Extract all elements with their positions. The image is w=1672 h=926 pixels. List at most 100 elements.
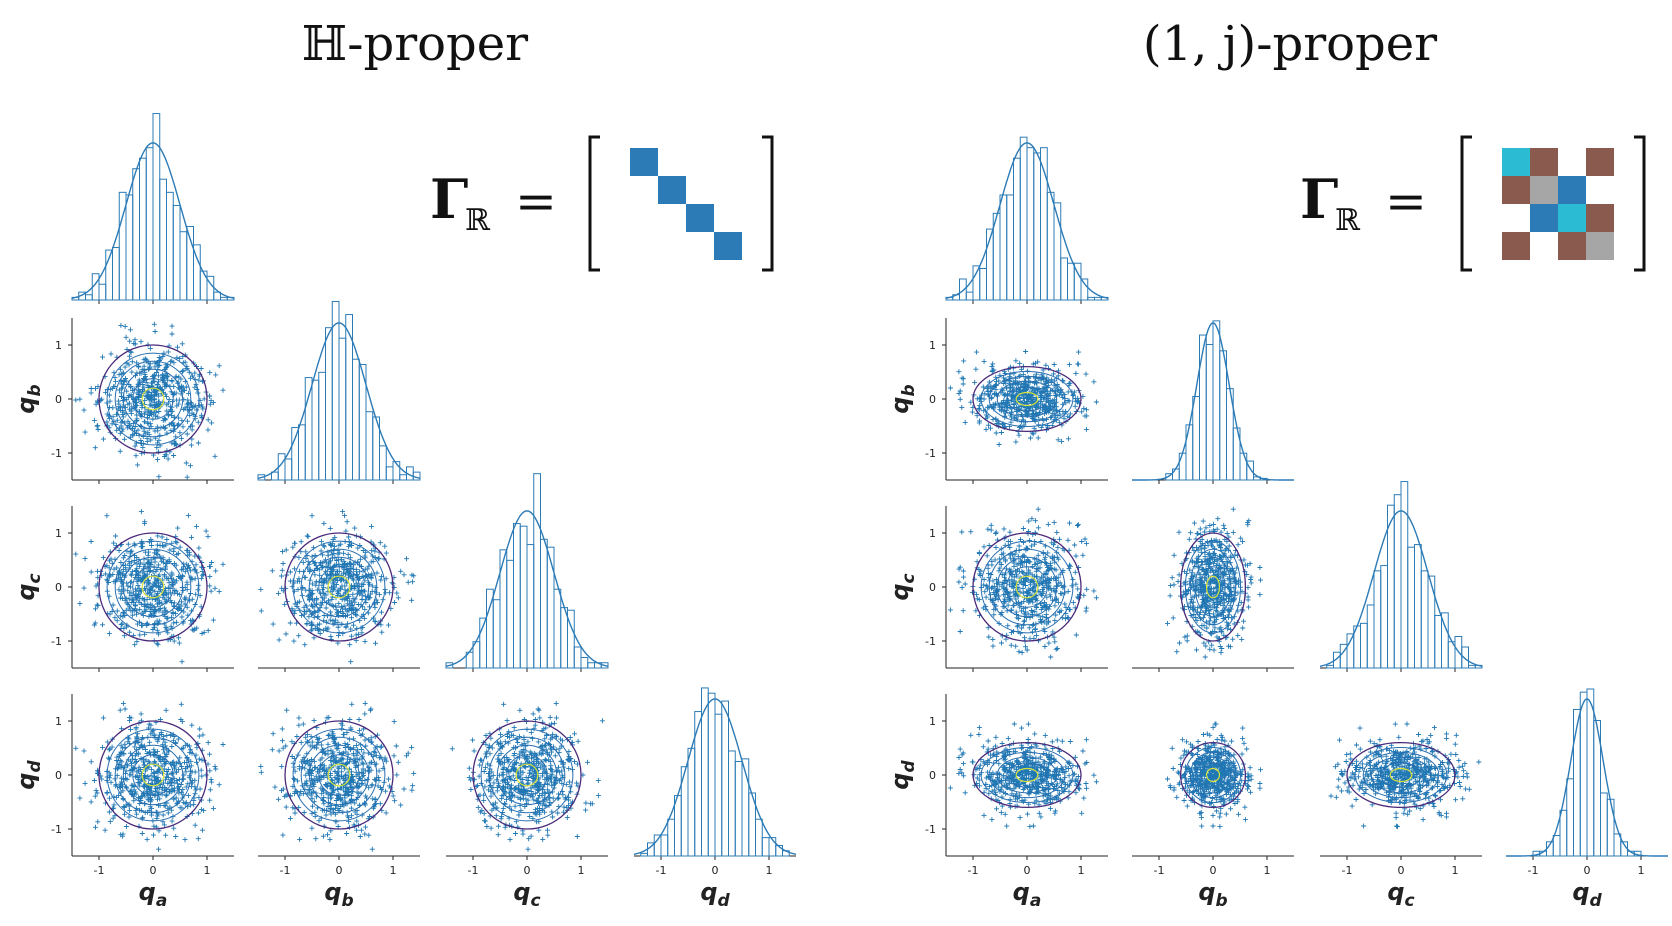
histogram-bar [1586, 688, 1595, 857]
density-contour [132, 754, 174, 796]
histogram-bar [1434, 614, 1442, 669]
matrix-cell [1530, 176, 1558, 204]
histogram-bar [1067, 262, 1075, 301]
histogram-plot [1319, 481, 1483, 672]
density-contour [1006, 566, 1048, 608]
density-contour [506, 754, 548, 796]
histogram-bar [1006, 194, 1014, 301]
histogram-bar [365, 411, 374, 481]
x-tick-label: -1 [280, 864, 291, 877]
density-contour [292, 540, 386, 634]
histogram-bar [284, 458, 293, 481]
histogram-bar [533, 473, 541, 669]
matrix-cell [686, 204, 714, 232]
scatter-plot [258, 509, 420, 672]
x-tick-label: 0 [1024, 864, 1031, 877]
density-contour [972, 741, 1082, 809]
density-curve [945, 142, 1109, 299]
histogram-bar [1080, 278, 1089, 301]
histogram-bar [311, 379, 320, 481]
histogram-bar [1573, 708, 1581, 857]
histogram-bar [965, 291, 974, 301]
density-contour [132, 378, 174, 420]
scatter-points [1328, 721, 1482, 830]
histogram-bar [145, 147, 154, 301]
y-tick-label: 1 [55, 339, 62, 352]
scatter-points [947, 721, 1099, 830]
y-tick-label: 0 [55, 769, 62, 782]
histogram-bar [213, 291, 221, 301]
x-tick-label: -1 [1528, 864, 1539, 877]
histogram-bar [1414, 544, 1422, 669]
density-curve [1132, 322, 1294, 481]
histogram-plot [71, 113, 235, 304]
matrix-cell [1586, 148, 1614, 176]
histogram-bar [1373, 570, 1382, 669]
histogram-bar [1026, 147, 1035, 301]
histogram-bar [1559, 809, 1568, 857]
histogram-bar [132, 168, 140, 301]
density-contour [972, 532, 1082, 642]
density-contour [1200, 566, 1226, 608]
histogram-bar [526, 544, 535, 669]
histogram-bar [152, 113, 161, 301]
histogram-bar [1053, 202, 1062, 301]
histogram-bar [1461, 646, 1469, 669]
histogram-bar [1212, 320, 1221, 481]
histogram-bar [1393, 494, 1402, 669]
histogram-bar [1566, 778, 1574, 857]
x-variable-label: qc [513, 878, 540, 911]
density-curve [445, 510, 609, 667]
x-variable-label: qa [1013, 878, 1042, 911]
matrix-cell [1502, 148, 1530, 176]
x-tick-label: 1 [1452, 864, 1459, 877]
density-contour [988, 751, 1066, 799]
histogram-bar [385, 466, 394, 481]
density-contour [996, 756, 1058, 794]
matrix-cell [1502, 232, 1530, 260]
equals-sign: = [515, 172, 557, 230]
x-variable-label: qc [1387, 878, 1414, 911]
histogram-bar [999, 194, 1008, 301]
y-tick-label: 1 [55, 527, 62, 540]
matrix-cell [1558, 232, 1586, 260]
y-tick-label: 0 [55, 393, 62, 406]
left-pairplot-grid: 1 0 -1 1 0 -1 -1 0 1 1 0 -1 -1 0 1 -1 0 1 -1 0 1 qa qb qc qd qb qc… [12, 113, 797, 911]
right-bracket [762, 135, 774, 272]
density-contour [114, 548, 192, 626]
density-contour [141, 763, 165, 787]
histogram-bar [318, 371, 326, 481]
density-contour [1179, 532, 1247, 642]
histogram-bar [1019, 136, 1028, 301]
y-tick-label: -1 [51, 447, 62, 460]
histogram-bar [1033, 152, 1041, 301]
density-contour [1015, 767, 1039, 783]
x-tick-label: -1 [468, 864, 479, 877]
density-curve [71, 142, 235, 299]
histogram-plot [1132, 320, 1294, 484]
histogram-bar [540, 538, 548, 669]
gamma-subscript: ℝ [1335, 203, 1361, 238]
gamma-symbol: Γ [430, 167, 468, 231]
histogram-bar [600, 662, 609, 669]
histogram-bar [1366, 604, 1375, 669]
histogram-bar [1239, 452, 1248, 481]
left-bracket [1460, 135, 1472, 272]
y-tick-label: 1 [929, 715, 936, 728]
matrix-cell [1558, 176, 1586, 204]
histogram-bar [139, 157, 147, 301]
histogram-bar [179, 231, 188, 301]
density-contour [292, 728, 386, 822]
histogram-bar [1593, 720, 1601, 857]
density-contour [1362, 751, 1440, 799]
histogram-bar [1387, 504, 1395, 669]
density-contour [1389, 767, 1413, 783]
histogram-bar [1199, 334, 1207, 481]
histogram-bar [1046, 191, 1055, 301]
density-contour [98, 532, 208, 642]
x-variable-label: qb [324, 878, 353, 911]
histogram-bar [325, 327, 333, 481]
density-contour [1184, 540, 1242, 634]
density-contour [488, 736, 566, 814]
density-contour [1354, 746, 1448, 804]
